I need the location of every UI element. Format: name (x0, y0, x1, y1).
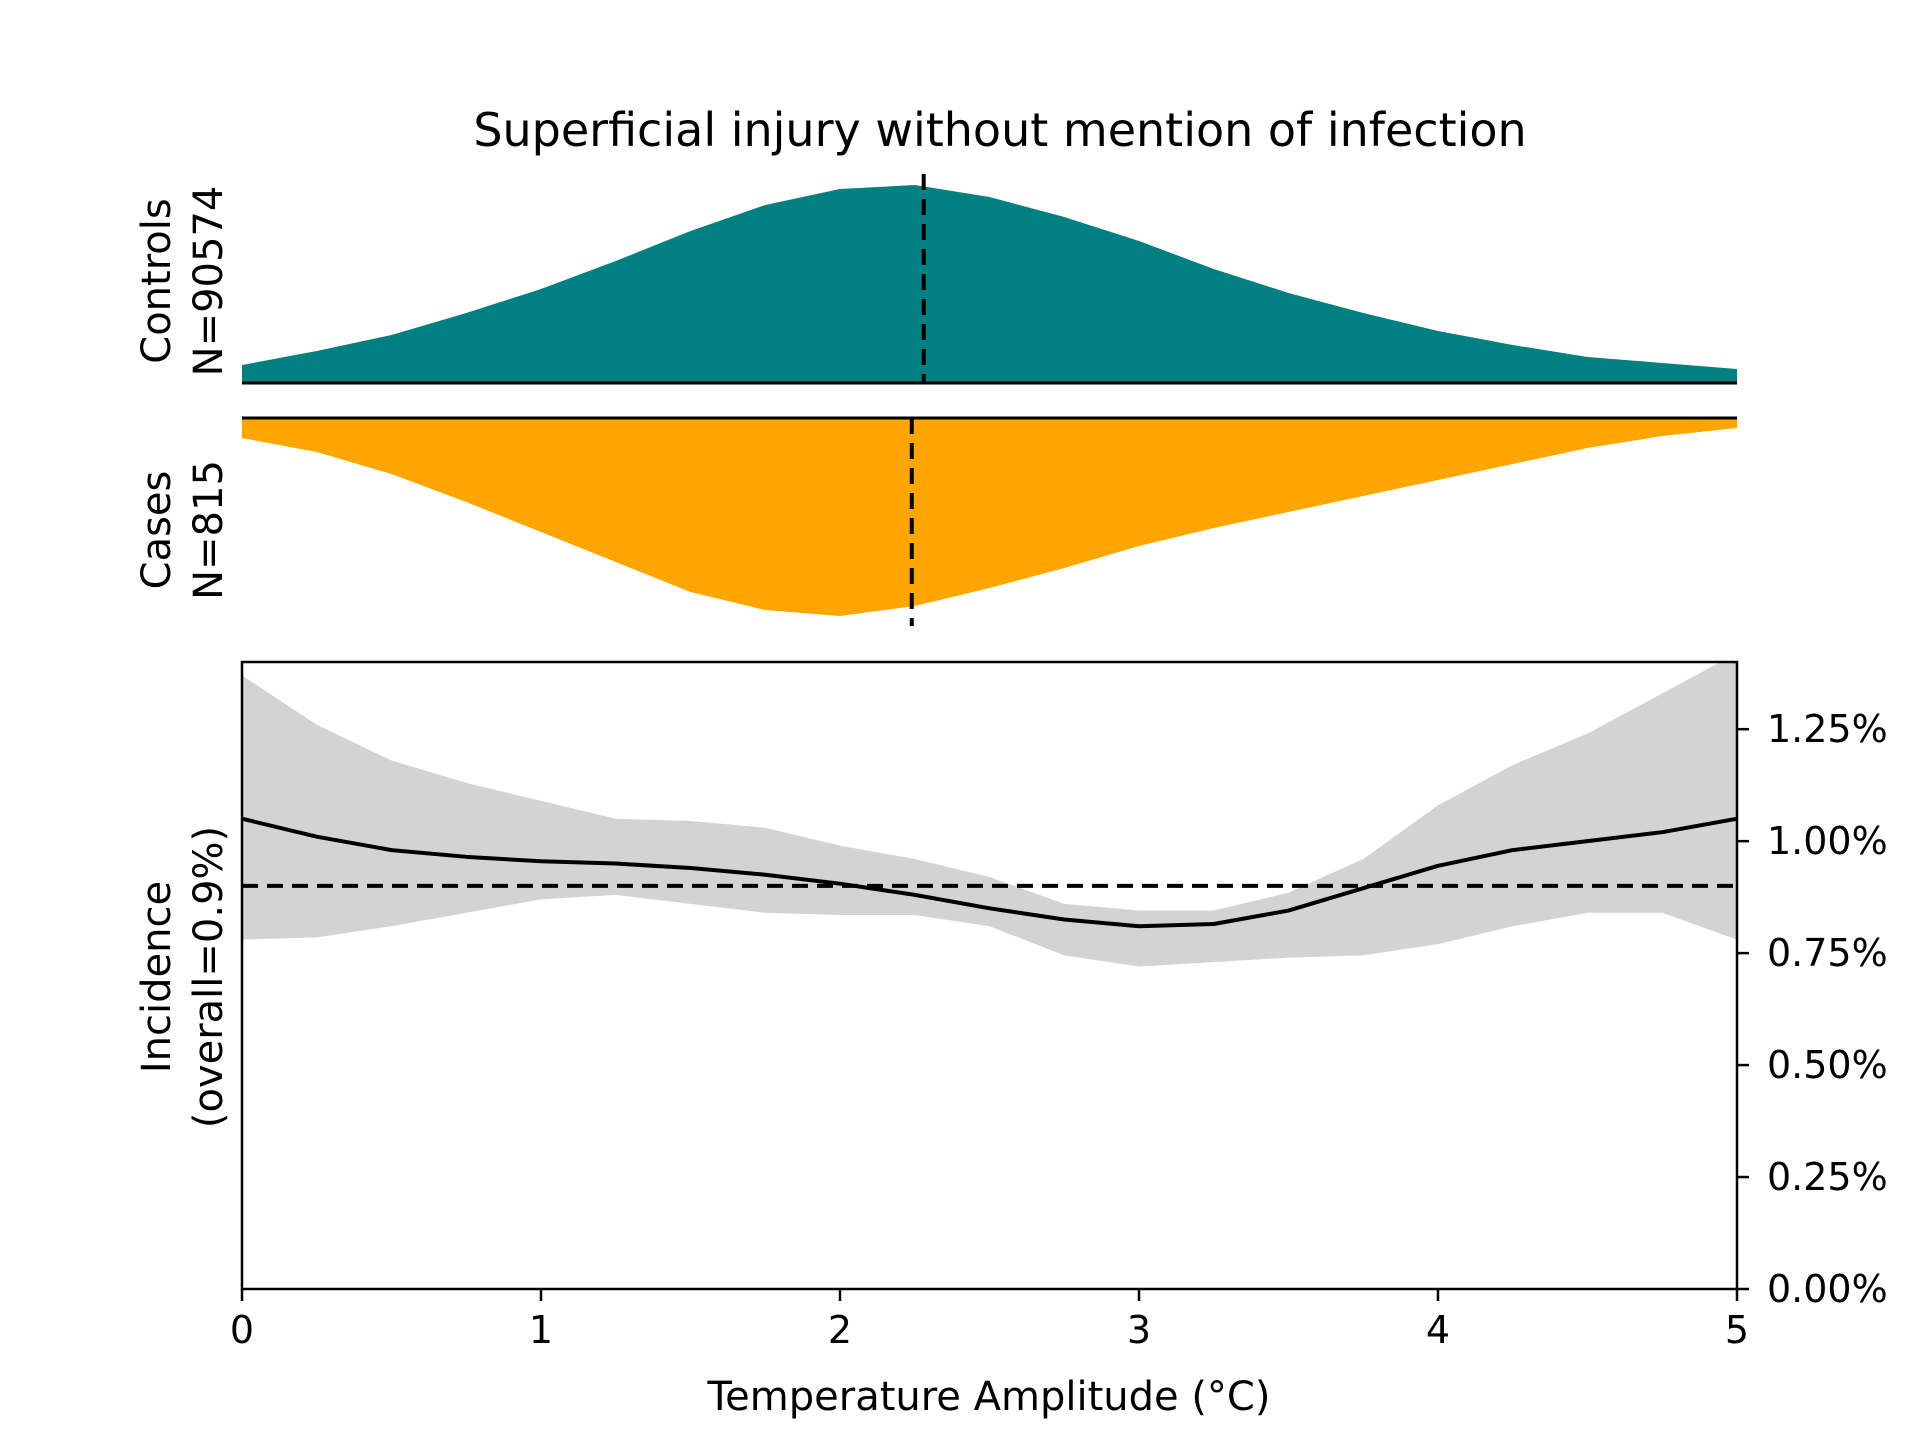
cases-count-label: N=815 (186, 460, 232, 600)
y-tick-label: 0.25% (1767, 1155, 1888, 1199)
x-tick-label: 5 (1725, 1308, 1749, 1352)
x-tick-label: 3 (1127, 1308, 1151, 1352)
cases-density-panel (242, 416, 1737, 626)
y-tick-label: 1.00% (1767, 819, 1888, 863)
controls-density-panel (242, 174, 1737, 385)
plot-frame (240, 660, 1739, 1291)
controls-count-label: N=90574 (186, 186, 232, 377)
y-tick-label: 0.75% (1767, 931, 1888, 975)
y-axis-label: Incidence (134, 881, 180, 1073)
controls-density-area (242, 185, 1737, 383)
x-tick-label: 4 (1426, 1308, 1450, 1352)
y-tick-label: 0.00% (1767, 1267, 1888, 1311)
incidence-line (242, 816, 1737, 929)
x-tick-label: 1 (529, 1308, 553, 1352)
x-axis-label: Temperature Amplitude (°C) (707, 1374, 1271, 1420)
cases-label: Cases (134, 471, 180, 590)
y-axis-label-overall: (overall=0.9%) (186, 826, 232, 1128)
x-tick-label: 0 (230, 1308, 254, 1352)
controls-label: Controls (134, 198, 180, 363)
confidence-band (242, 662, 1737, 967)
y-tick-label: 1.25% (1767, 707, 1888, 751)
incidence-panel: 0 1 2 3 4 5 0.00% 0.25% 0.50% 0.75% 1.00% 1.25% (230, 660, 1888, 1352)
cases-density-area (242, 418, 1737, 616)
main-plot-area (242, 662, 1737, 967)
chart-title: Superficial injury without mention of in… (473, 103, 1526, 157)
y-tick-label: 0.50% (1767, 1043, 1888, 1087)
x-tick-label: 2 (828, 1308, 852, 1352)
